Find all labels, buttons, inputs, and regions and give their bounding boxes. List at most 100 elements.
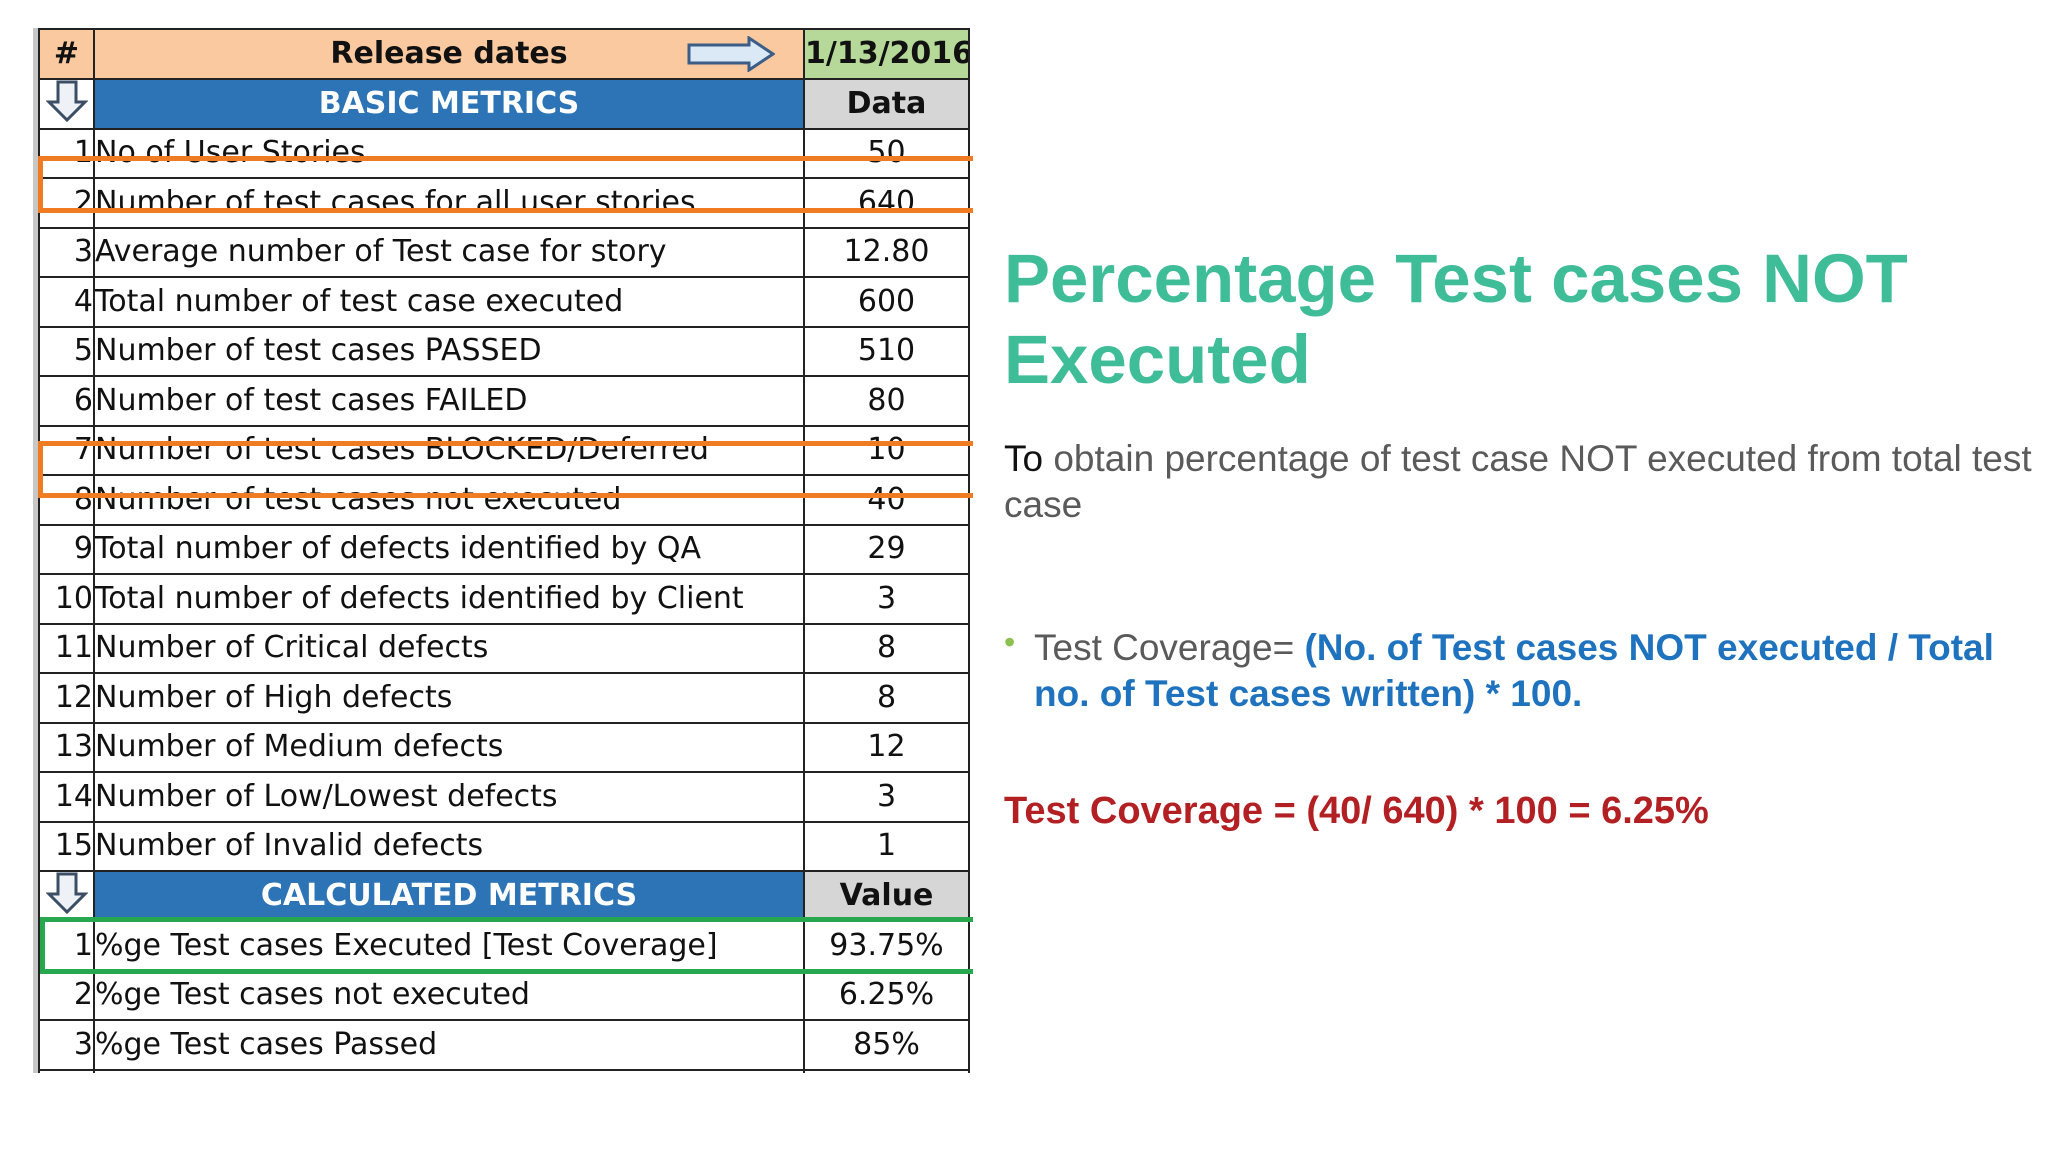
metric-value: 600 bbox=[803, 276, 970, 328]
metric-label: Average number of Test case for story bbox=[93, 226, 805, 278]
metric-label: Number of Critical defects bbox=[93, 622, 805, 674]
arrow-down-icon bbox=[44, 873, 89, 915]
metric-value: 3 bbox=[803, 573, 970, 625]
arrow-down-icon bbox=[44, 80, 89, 122]
table-row: 7 Number of test cases BLOCKED/Deferred 10 bbox=[38, 424, 970, 476]
table-row: 4%ge Test cases Failed13.33% bbox=[38, 1068, 970, 1073]
row-number: 2 bbox=[38, 969, 95, 1021]
metric-label: Total number of defects identified by QA bbox=[93, 523, 805, 575]
row-number: 4 bbox=[38, 1068, 95, 1073]
table-row: 12 Number of High defects 8 bbox=[38, 672, 970, 724]
table-row: 9 Total number of defects identified by Q… bbox=[38, 523, 970, 575]
formula-prefix: Test Coverage= bbox=[1034, 627, 1305, 668]
metric-label: Number of test cases not executed bbox=[93, 474, 805, 526]
table-row: 2 %ge Test cases not executed 6.25% bbox=[38, 969, 970, 1021]
row-number: 15 bbox=[38, 820, 95, 872]
row-number: 3 bbox=[38, 226, 95, 278]
metric-label: Number of Medium defects bbox=[93, 721, 805, 773]
metric-label: Number of High defects bbox=[93, 672, 805, 724]
metric-label: Number of Low/Lowest defects bbox=[93, 771, 805, 823]
slide-description: To obtain percentage of test case NOT ex… bbox=[1004, 436, 2044, 528]
metric-value: 640 bbox=[803, 177, 970, 229]
row-number: 6 bbox=[38, 375, 95, 427]
metric-value: 13.33% bbox=[803, 1068, 970, 1073]
formula-bullet: • Test Coverage= (No. of Test cases NOT e… bbox=[1004, 624, 2044, 717]
metric-label: Total number of test case executed bbox=[93, 276, 805, 328]
metric-value: 93.75% bbox=[803, 920, 970, 972]
metric-label: Number of test cases FAILED bbox=[93, 375, 805, 427]
metric-value: 50 bbox=[803, 127, 970, 179]
metric-value: 12.80 bbox=[803, 226, 970, 278]
table-row: 11 Number of Critical defects 8 bbox=[38, 622, 970, 674]
metric-label: No of User Stories bbox=[93, 127, 805, 179]
metric-value: 40 bbox=[803, 474, 970, 526]
table-row: 10 Total number of defects identified by … bbox=[38, 573, 970, 625]
release-row: # Release dates 1/13/2016 bbox=[38, 28, 970, 80]
metric-label: Number of Invalid defects bbox=[93, 820, 805, 872]
metric-label: Total number of defects identified by Cl… bbox=[93, 573, 805, 625]
row-number: 12 bbox=[38, 672, 95, 724]
metric-value: 3 bbox=[803, 771, 970, 823]
metric-label: Number of test cases BLOCKED/Deferred bbox=[93, 424, 805, 476]
formula-text: (No. of Test cases NOT executed / Total … bbox=[1034, 627, 1994, 714]
metric-value: 510 bbox=[803, 325, 970, 377]
metric-label: %ge Test cases Executed [Test Coverage] bbox=[93, 920, 805, 972]
metric-value: 85% bbox=[803, 1019, 970, 1071]
metric-value: 12 bbox=[803, 721, 970, 773]
metric-value: 10 bbox=[803, 424, 970, 476]
row-number: 4 bbox=[38, 276, 95, 328]
basic-metrics-title: BASIC METRICS bbox=[93, 77, 805, 130]
table-row: 2 Number of test cases for all user stori… bbox=[38, 177, 970, 229]
row-number: 11 bbox=[38, 622, 95, 674]
row-number: 1 bbox=[38, 920, 95, 972]
row-number: 3 bbox=[38, 1019, 95, 1071]
metric-label: %ge Test cases Passed bbox=[93, 1019, 805, 1071]
arrow-right-icon bbox=[687, 36, 775, 72]
metrics-table: # Release dates 1/13/2016 BASIC METRICS … bbox=[38, 28, 970, 1073]
table-row: 6 Number of test cases FAILED 80 bbox=[38, 375, 970, 427]
table-row: 3 Average number of Test case for story 12… bbox=[38, 226, 970, 278]
table-row: 15 Number of Invalid defects 1 bbox=[38, 820, 970, 872]
metric-value: 1 bbox=[803, 820, 970, 872]
metric-label: Number of test cases for all user storie… bbox=[93, 177, 805, 229]
calc-section-arrow-cell bbox=[38, 870, 95, 922]
table-row: 8 Number of test cases not executed 40 bbox=[38, 474, 970, 526]
release-dates-label: Release dates bbox=[330, 35, 568, 71]
metric-value: 8 bbox=[803, 672, 970, 724]
row-number: 8 bbox=[38, 474, 95, 526]
row-number: 7 bbox=[38, 424, 95, 476]
row-number: 14 bbox=[38, 771, 95, 823]
metric-value: 6.25% bbox=[803, 969, 970, 1021]
basic-metrics-section-row: BASIC METRICS Data bbox=[38, 77, 970, 130]
row-number: 13 bbox=[38, 721, 95, 773]
description-lead: To bbox=[1004, 438, 1044, 479]
row-number: 1 bbox=[38, 127, 95, 179]
table-row: 13 Number of Medium defects 12 bbox=[38, 721, 970, 773]
metric-value: 29 bbox=[803, 523, 970, 575]
release-date-cell: 1/13/2016 bbox=[803, 28, 970, 80]
basic-section-arrow-cell bbox=[38, 77, 95, 130]
metric-value: 80 bbox=[803, 375, 970, 427]
table-row: 1 %ge Test cases Executed [Test Coverage]… bbox=[38, 920, 970, 972]
calculated-metrics-title: CALCULATED METRICS bbox=[93, 870, 805, 922]
result-line: Test Coverage = (40/ 640) * 100 = 6.25% bbox=[1004, 790, 1709, 832]
table-row: 3 %ge Test cases Passed 85% bbox=[38, 1019, 970, 1071]
row-number: 5 bbox=[38, 325, 95, 377]
data-column-header: Data bbox=[803, 77, 970, 130]
metric-label: %ge Test cases not executed bbox=[93, 969, 805, 1021]
row-number: 9 bbox=[38, 523, 95, 575]
release-dates-header: Release dates bbox=[93, 28, 805, 80]
slide-title: Percentage Test cases NOT Executed bbox=[1004, 240, 1908, 399]
metric-value: 8 bbox=[803, 622, 970, 674]
value-column-header: Value bbox=[803, 870, 970, 922]
metric-label: Number of test cases PASSED bbox=[93, 325, 805, 377]
table-row: 14 Number of Low/Lowest defects 3 bbox=[38, 771, 970, 823]
metric-label: %ge Test cases Failed bbox=[93, 1068, 805, 1073]
row-number: 10 bbox=[38, 573, 95, 625]
hash-header: # bbox=[38, 28, 95, 80]
table-row: 1 No of User Stories 50 bbox=[38, 127, 970, 179]
metrics-sheet: # Release dates 1/13/2016 BASIC METRICS … bbox=[33, 28, 973, 1073]
calculated-metrics-section-row: CALCULATED METRICS Value bbox=[38, 870, 970, 922]
description-text: obtain percentage of test case NOT execu… bbox=[1004, 438, 2032, 525]
table-row: 4 Total number of test case executed 600 bbox=[38, 276, 970, 328]
